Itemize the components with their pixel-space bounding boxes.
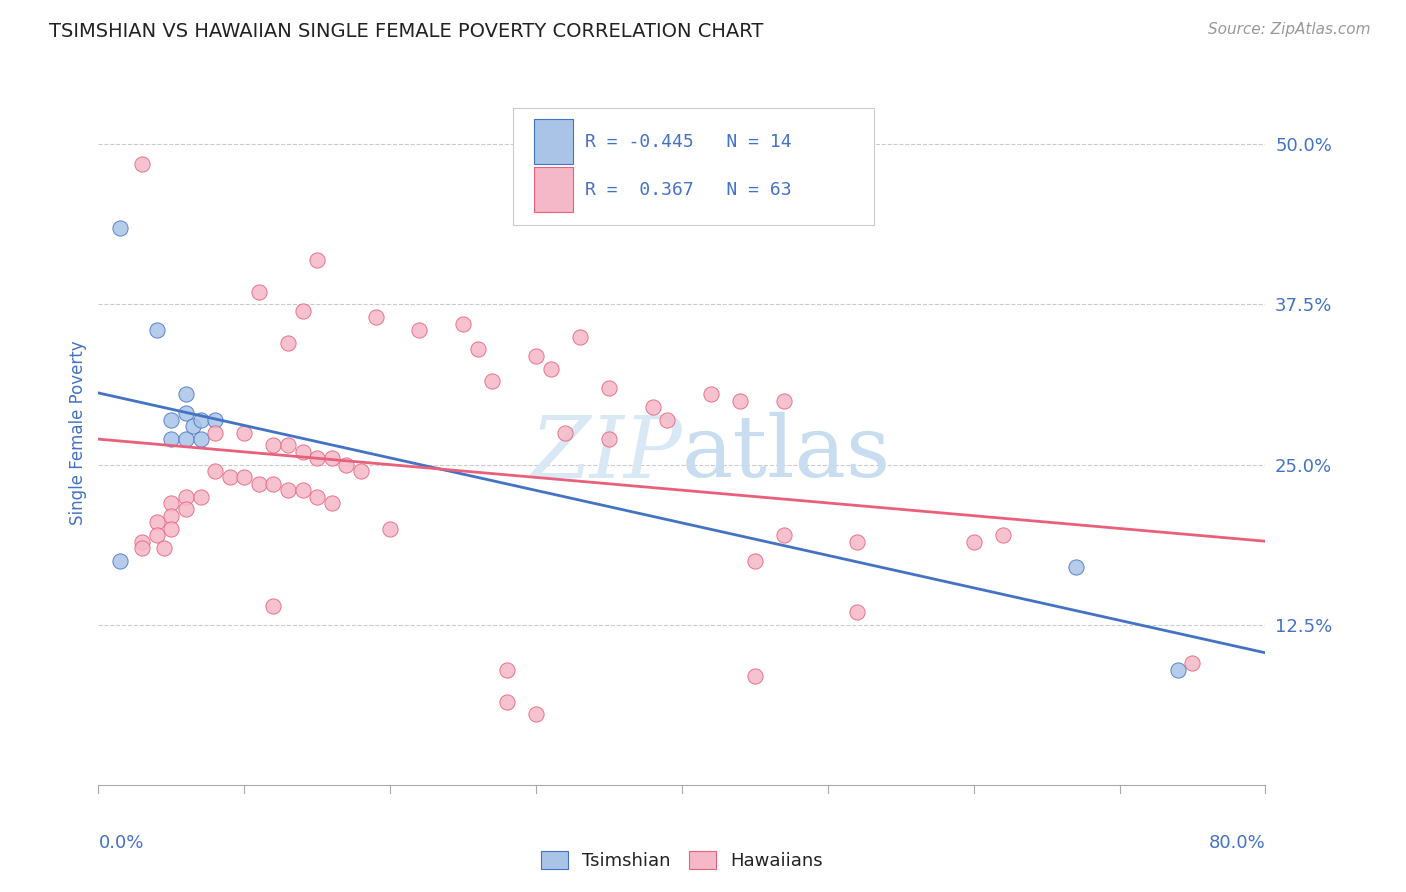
Point	[846, 534, 869, 549]
Point	[262, 476, 284, 491]
Point	[307, 252, 329, 267]
Point	[131, 156, 153, 170]
Point	[554, 425, 576, 440]
Point	[160, 496, 183, 510]
Point	[291, 445, 314, 459]
Point	[496, 663, 519, 677]
Point	[131, 541, 153, 555]
Text: ZIP: ZIP	[530, 412, 682, 495]
Point	[190, 413, 212, 427]
Point	[233, 425, 256, 440]
Point	[160, 522, 183, 536]
Point	[277, 335, 299, 350]
Text: R =  0.367   N = 63: R = 0.367 N = 63	[585, 180, 792, 199]
Text: 0.0%: 0.0%	[98, 834, 143, 852]
Point	[744, 554, 766, 568]
Point	[451, 317, 474, 331]
FancyBboxPatch shape	[534, 167, 574, 212]
Point	[174, 502, 197, 516]
Point	[641, 400, 664, 414]
Point	[598, 432, 620, 446]
Point	[277, 438, 299, 452]
Point	[350, 464, 373, 478]
Point	[1167, 663, 1189, 677]
Point	[160, 413, 183, 427]
Point	[598, 381, 620, 395]
Point	[524, 349, 547, 363]
Point	[524, 707, 547, 722]
Point	[233, 470, 256, 484]
Point	[846, 605, 869, 619]
Point	[190, 490, 212, 504]
Point	[262, 599, 284, 613]
Point	[496, 695, 519, 709]
Point	[160, 508, 183, 523]
Text: atlas: atlas	[682, 412, 891, 495]
Point	[131, 534, 153, 549]
Text: 80.0%: 80.0%	[1209, 834, 1265, 852]
Point	[380, 522, 402, 536]
Point	[991, 528, 1014, 542]
Point	[540, 361, 562, 376]
Point	[247, 285, 270, 299]
Text: TSIMSHIAN VS HAWAIIAN SINGLE FEMALE POVERTY CORRELATION CHART: TSIMSHIAN VS HAWAIIAN SINGLE FEMALE POVE…	[49, 22, 763, 41]
Point	[773, 528, 796, 542]
Point	[744, 669, 766, 683]
Point	[321, 451, 343, 466]
Point	[146, 516, 169, 530]
Point	[291, 483, 314, 498]
Point	[247, 476, 270, 491]
Text: Source: ZipAtlas.com: Source: ZipAtlas.com	[1208, 22, 1371, 37]
Point	[481, 375, 503, 389]
Point	[174, 490, 197, 504]
Point	[204, 464, 226, 478]
Point	[174, 406, 197, 420]
Point	[773, 393, 796, 408]
Point	[1181, 657, 1204, 671]
Point	[110, 554, 132, 568]
Point	[174, 432, 197, 446]
Point	[160, 432, 183, 446]
Point	[146, 528, 169, 542]
Point	[204, 425, 226, 440]
Point	[568, 329, 591, 343]
Point	[962, 534, 984, 549]
Point	[153, 541, 176, 555]
Point	[277, 483, 299, 498]
Y-axis label: Single Female Poverty: Single Female Poverty	[69, 341, 87, 524]
Point	[700, 387, 723, 401]
Point	[181, 419, 204, 434]
Point	[321, 496, 343, 510]
Point	[307, 490, 329, 504]
Point	[730, 393, 752, 408]
Point	[467, 343, 489, 357]
Legend: Tsimshian, Hawaiians: Tsimshian, Hawaiians	[533, 843, 831, 877]
FancyBboxPatch shape	[534, 119, 574, 164]
Point	[408, 323, 430, 337]
Point	[146, 323, 169, 337]
Point	[190, 432, 212, 446]
Point	[307, 451, 329, 466]
Point	[218, 470, 240, 484]
Point	[364, 310, 387, 325]
Point	[657, 413, 679, 427]
Point	[204, 413, 226, 427]
Text: R = -0.445   N = 14: R = -0.445 N = 14	[585, 133, 792, 151]
Point	[1064, 560, 1087, 574]
Point	[262, 438, 284, 452]
FancyBboxPatch shape	[513, 109, 875, 225]
Point	[291, 304, 314, 318]
Point	[110, 220, 132, 235]
Point	[335, 458, 357, 472]
Point	[174, 387, 197, 401]
